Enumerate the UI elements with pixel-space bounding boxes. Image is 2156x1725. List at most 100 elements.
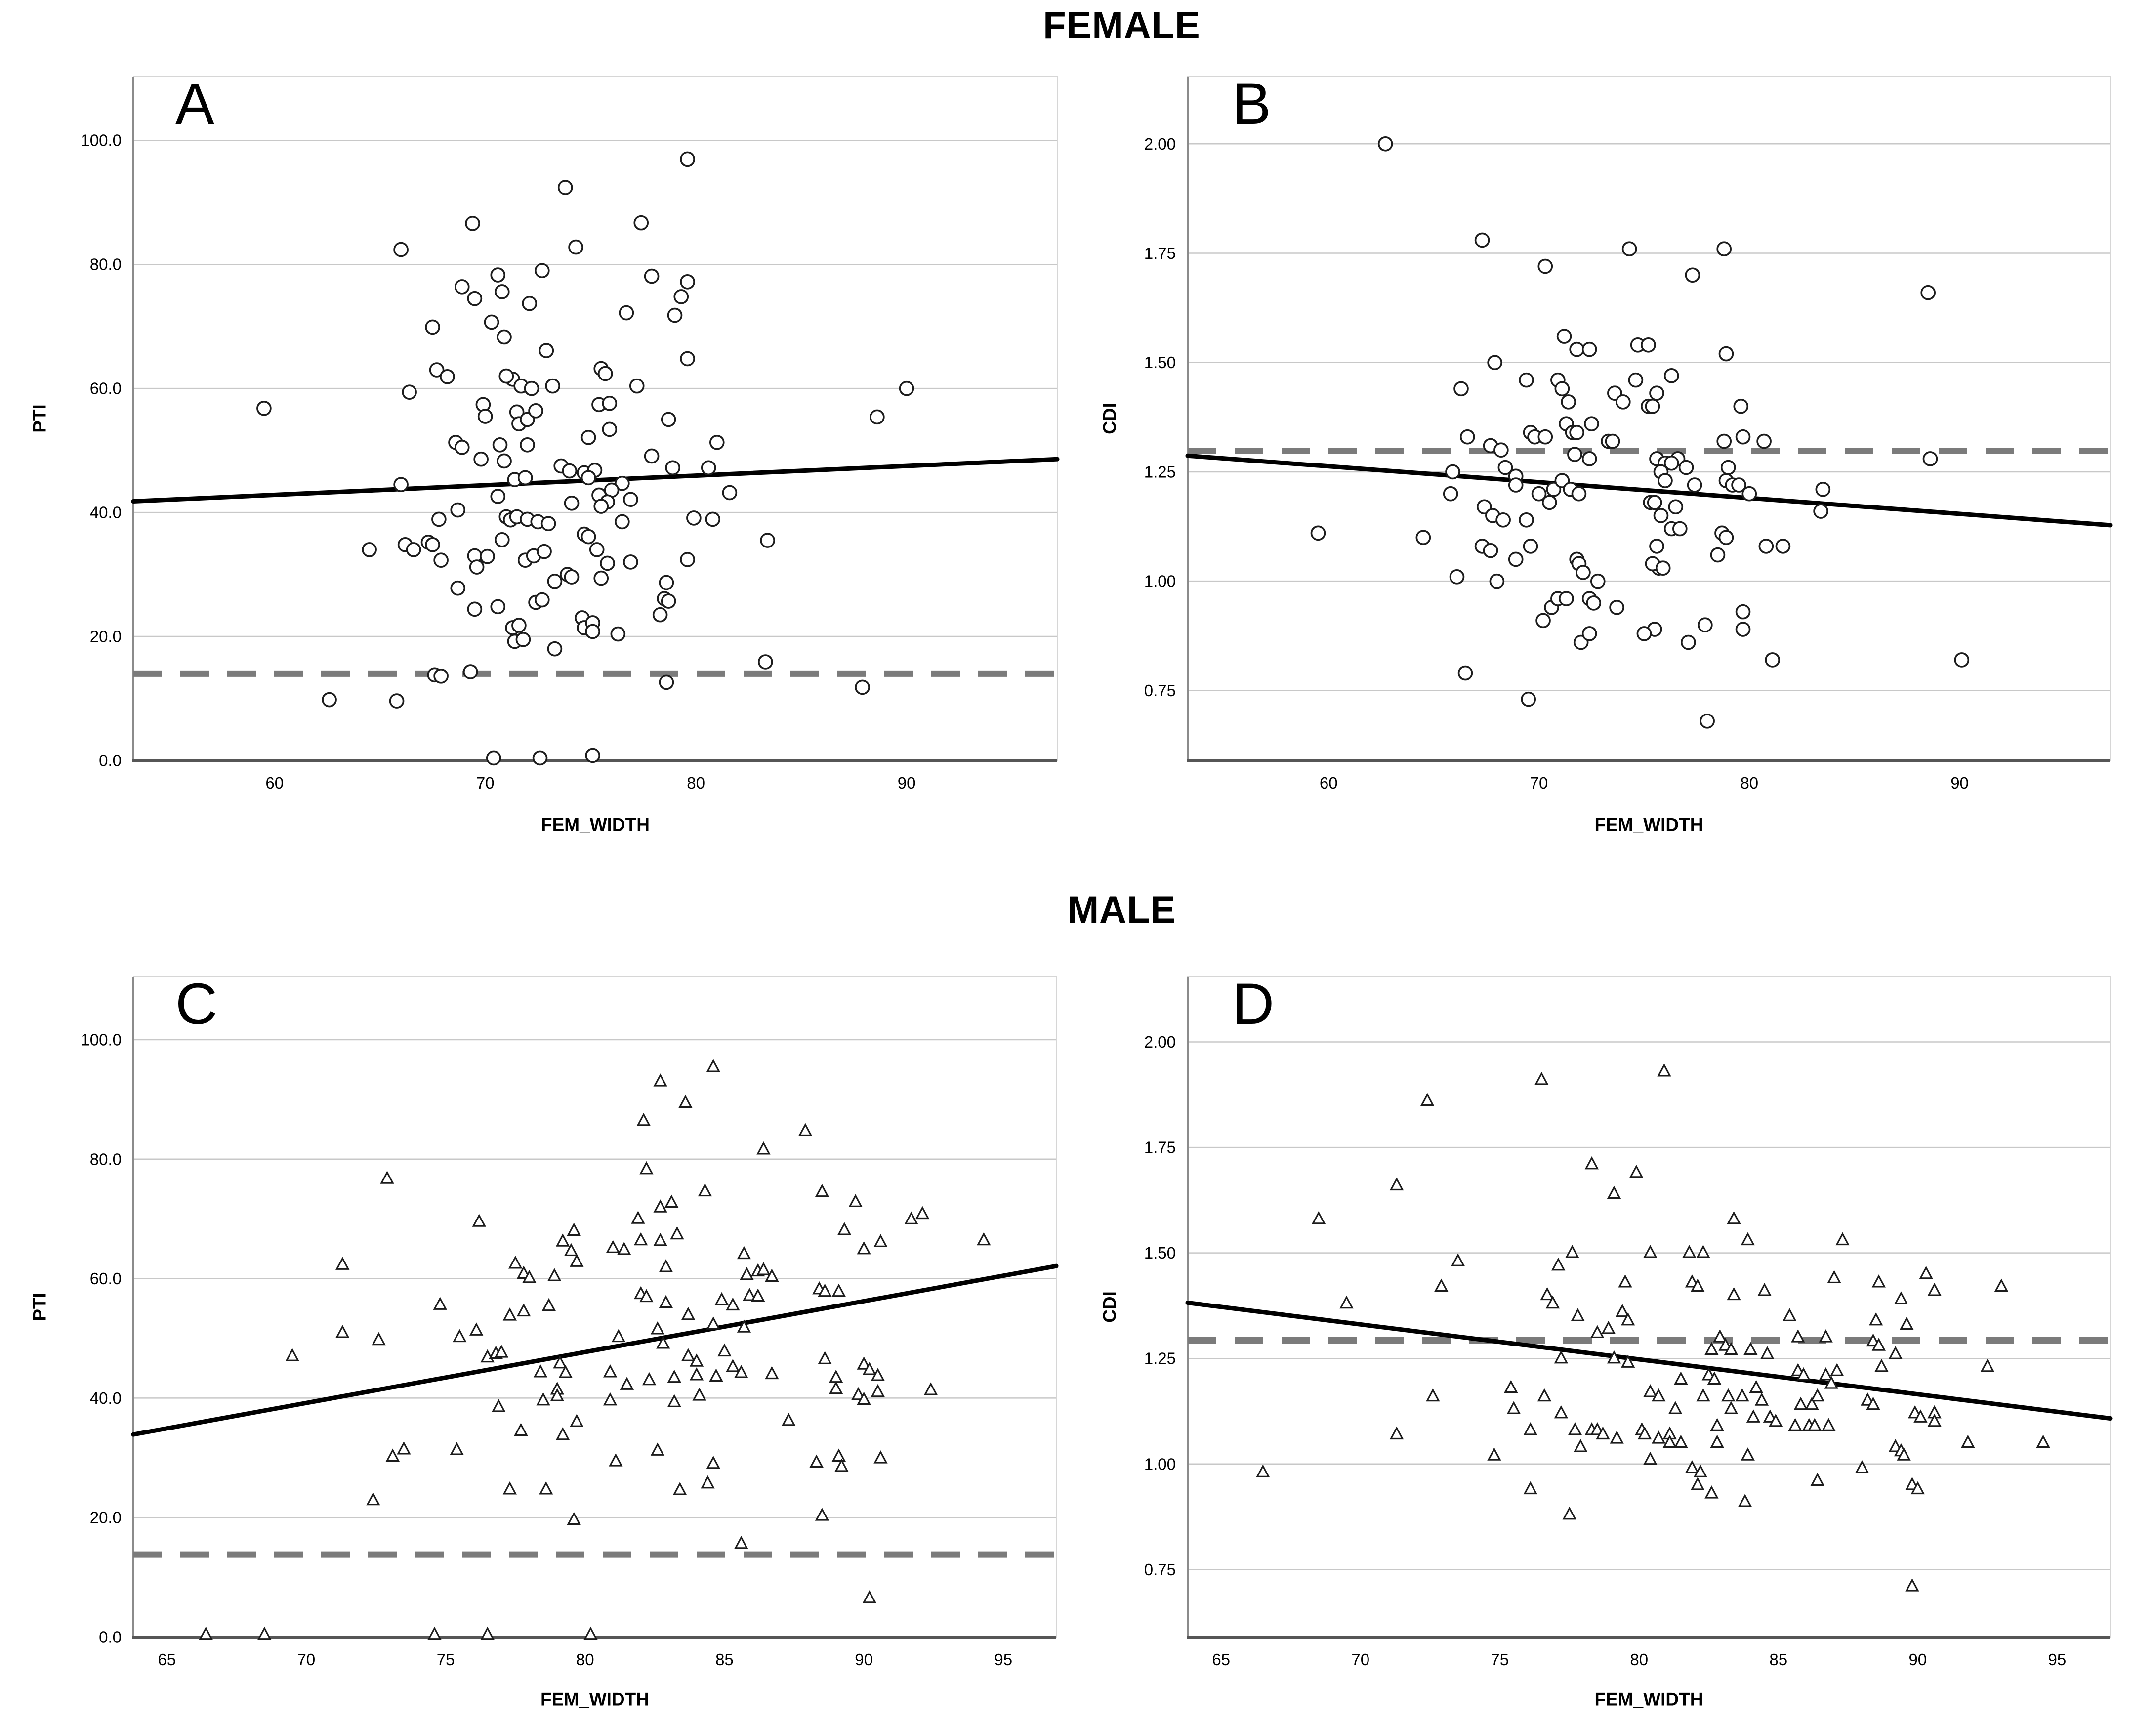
scatter-point-triangle	[609, 1453, 623, 1467]
x-tick-label: 90	[898, 774, 916, 792]
scatter-point-circle	[1718, 346, 1734, 362]
scatter-point-circle	[450, 502, 466, 518]
scatter-point-triangle	[782, 1412, 796, 1426]
scatter-point-triangle	[656, 1335, 670, 1349]
scatter-point-triangle	[1894, 1291, 1908, 1304]
scatter-point-circle	[562, 463, 578, 479]
scatter-point-triangle	[1657, 1063, 1671, 1077]
scatter-point-triangle	[1662, 1434, 1677, 1448]
y-tick-label: 1.50	[1144, 1244, 1176, 1262]
scatter-point-circle	[497, 329, 512, 345]
scatter-point-triangle	[1607, 1350, 1621, 1364]
scatter-point-triangle	[1807, 1418, 1822, 1431]
scatter-point-triangle	[667, 1369, 682, 1383]
scatter-point-circle	[1672, 521, 1688, 537]
scatter-point-circle	[1542, 495, 1557, 510]
scatter-point-triangle	[1927, 1283, 1942, 1296]
scatter-point-triangle	[502, 1307, 517, 1321]
scatter-point-circle	[1655, 560, 1671, 576]
scatter-point-circle	[1698, 617, 1713, 632]
scatter-point-circle	[1718, 530, 1734, 545]
scatter-point-triangle	[472, 1214, 486, 1227]
scatter-point-circle	[680, 151, 695, 167]
scatter-point-circle	[615, 514, 630, 530]
scatter-point-triangle	[1565, 1245, 1579, 1258]
scatter-point-triangle	[1562, 1506, 1576, 1520]
plot-frame	[133, 976, 1057, 1638]
scatter-point-triangle	[653, 1233, 667, 1246]
scatter-point-circle	[589, 542, 605, 557]
scatter-point-circle	[1519, 372, 1534, 388]
scatter-point-circle	[1609, 599, 1624, 615]
scatter-point-circle	[722, 485, 738, 501]
scatter-point-triangle	[494, 1345, 509, 1358]
scatter-point-triangle	[514, 1423, 528, 1436]
scatter-point-triangle	[659, 1295, 673, 1308]
scatter-point-circle	[256, 400, 272, 416]
scatter-point-circle	[393, 477, 409, 492]
scatter-point-circle	[454, 279, 470, 295]
scatter-point-circle	[429, 362, 445, 378]
x-axis-label: FEM_WIDTH	[541, 814, 650, 835]
scatter-point-circle	[1765, 652, 1780, 668]
scatter-point-circle	[540, 516, 556, 531]
scatter-point-triangle	[469, 1322, 484, 1336]
scatter-point-circle	[1537, 429, 1553, 445]
y-tick-label: 1.50	[1144, 353, 1176, 372]
scatter-point-triangle	[1696, 1245, 1710, 1258]
scatter-point-circle	[517, 470, 533, 486]
scatter-point-triangle	[508, 1255, 523, 1269]
scatter-point-triangle	[583, 1626, 598, 1640]
scatter-point-triangle	[915, 1206, 930, 1220]
scatter-point-triangle	[750, 1288, 765, 1302]
scatter-point-triangle	[857, 1391, 871, 1405]
scatter-point-circle	[1641, 337, 1656, 353]
panel-letter: C	[175, 971, 217, 1037]
scatter-point-triangle	[1506, 1401, 1521, 1414]
scatter-point-circle	[490, 599, 506, 615]
scatter-point-circle	[661, 412, 676, 427]
points-layer	[199, 1059, 991, 1640]
scatter-point-triangle	[620, 1377, 634, 1390]
scatter-point-triangle	[522, 1269, 537, 1283]
scatter-point-triangle	[533, 1364, 548, 1378]
scatter-point-triangle	[1537, 1388, 1552, 1402]
scatter-point-triangle	[1707, 1371, 1722, 1385]
scatter-point-triangle	[1913, 1409, 1928, 1423]
scatter-point-circle	[1586, 595, 1602, 611]
scatter-point-triangle	[541, 1298, 556, 1311]
scatter-point-circle	[1813, 504, 1828, 519]
scatter-point-triangle	[536, 1392, 550, 1406]
scatter-point-circle	[492, 437, 508, 453]
scatter-point-triangle	[726, 1359, 740, 1372]
scatter-point-triangle	[1389, 1177, 1404, 1191]
scatter-point-triangle	[1629, 1164, 1644, 1178]
scatter-point-circle	[1668, 499, 1684, 515]
scatter-point-circle	[659, 674, 674, 690]
y-tick-label: 60.0	[90, 1269, 122, 1288]
scatter-point-triangle	[740, 1266, 754, 1280]
x-tick-label: 80	[687, 774, 705, 792]
y-tick-label: 1.00	[1144, 1455, 1176, 1473]
scatter-point-triangle	[1727, 1211, 1741, 1224]
scatter-point-circle	[1663, 455, 1679, 471]
regression-line	[1185, 1300, 2113, 1421]
scatter-point-circle	[1559, 591, 1574, 606]
scatter-point-triangle	[873, 1450, 888, 1464]
scatter-point-circle	[1815, 482, 1831, 497]
y-tick-label: 80.0	[90, 255, 122, 274]
scatter-point-triangle	[547, 1268, 562, 1281]
scatter-point-circle	[899, 380, 914, 396]
scatter-point-triangle	[681, 1306, 696, 1320]
scatter-point-triangle	[706, 1059, 721, 1072]
scatter-point-triangle	[1571, 1308, 1585, 1321]
x-tick-label: 70	[297, 1650, 316, 1669]
x-tick-label: 65	[1212, 1650, 1230, 1669]
scatter-point-triangle	[1554, 1405, 1568, 1419]
y-tick-label: 0.0	[99, 1628, 122, 1646]
scatter-point-circle	[1489, 573, 1505, 589]
y-tick-label: 2.00	[1144, 1033, 1176, 1051]
scatter-point-triangle	[734, 1535, 748, 1549]
scatter-point-circle	[1531, 486, 1547, 502]
